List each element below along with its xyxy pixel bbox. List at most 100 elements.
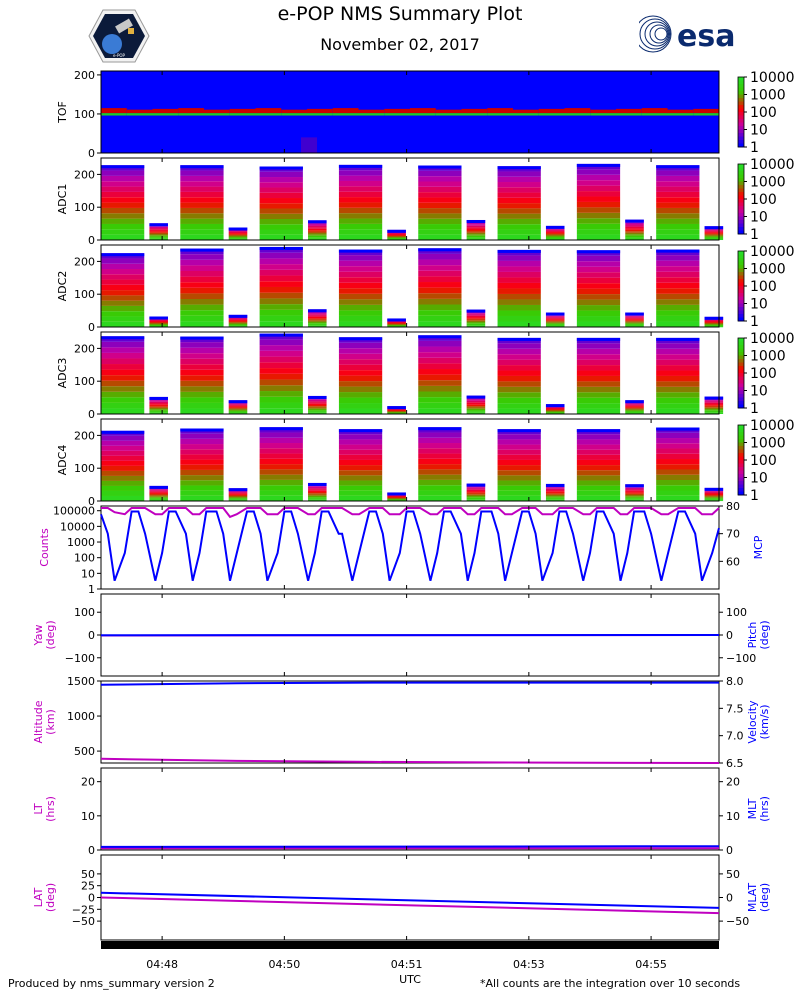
colorbar-tick-label: 1 [750,401,759,417]
adc-column-band [656,255,700,261]
adc-column-band [180,386,224,392]
colorbar-segment [738,428,744,433]
adc-column-top [466,309,486,313]
y-axis-label-left-yaw-pitch-line: Yaw [32,625,45,647]
adc-column-band [418,402,462,409]
adc-column-band [497,321,541,327]
adc-column-band [149,324,168,326]
colorbar-tick-label: 10 [750,297,768,313]
tof-band-red [564,108,591,114]
adc-column-band [149,410,168,412]
y-axis-label-left-lat-mlat: LAT (deg) [32,883,57,912]
colorbar-segment [738,453,744,457]
adc-column-band [180,197,224,203]
adc-column-band [466,320,486,323]
adc-column-band [149,235,168,237]
adc-column-band [497,397,541,404]
tof-band-red [487,108,513,114]
adc-column-band [497,234,541,240]
adc-column-band [101,175,145,182]
adc-column-band [656,464,700,470]
tof-band-green [564,113,591,116]
colorbar-segment [738,185,744,189]
adc-column-band [180,299,224,305]
adc-column-band [338,342,383,349]
adc-column-band [625,224,644,226]
adc-column-top [338,337,383,341]
colorbar-segment [738,275,744,280]
adc-column-band [545,409,565,411]
adc-column-band [625,235,644,238]
adc-column-band [576,365,621,371]
adc-column-band [704,490,724,492]
adc-column-band [259,453,303,459]
colorbar-segment [738,91,744,95]
tof-band-red [281,109,307,114]
epop-logo-text: e-POP [113,53,125,58]
adc-column-band [259,495,303,501]
adc-column-band [576,294,621,300]
adc-column-band [625,407,644,409]
adc-column-band [180,475,224,481]
adc-column-band [625,237,644,239]
series-line-velocity [100,681,719,686]
adc-column-band [338,434,383,440]
adc-column-band [338,180,383,187]
adc-column-band [576,359,621,366]
adc-column-band [418,464,462,470]
adc-column-top [338,429,383,433]
adc-column-band [418,352,462,358]
panel-frame [100,680,720,764]
colorbar-segment [738,195,744,200]
adc-column-band [149,489,168,491]
colorbar-segment [738,442,744,447]
adc-column-top [180,336,224,340]
adc-column-band [259,292,303,299]
tof-band-green [590,113,616,116]
adc-column-band [656,321,700,327]
adc-column-band [466,489,486,492]
colorbar-tick-label: 1000 [750,175,786,191]
adc-column-band [101,186,145,192]
tof-band-red [178,108,204,114]
y-tick-label-left-ADC1: 200 [74,168,95,181]
adc-column-band [656,408,700,414]
adc-column-band [228,411,248,413]
adc-column-band [576,310,621,317]
colorbar-segment [738,481,744,485]
adc-column-band [497,224,541,230]
adc-column-band [497,439,541,445]
adc-column-top [308,309,327,313]
colorbar-segment [738,115,744,120]
adc-column-band [545,497,565,499]
adc-column-band [180,485,224,491]
colorbar-segment [738,84,744,88]
colorbar-tick-label: 100 [750,192,777,208]
adc-column-band [625,492,644,494]
colorbar-segment [738,463,744,468]
adc-column-band [259,373,303,380]
adc-column-band [576,174,621,181]
adc-column-top [545,225,565,229]
adc-column-band [466,491,486,493]
adc-column-band [497,348,541,355]
esa-logo: esa [633,12,735,56]
tof-band-red [255,108,282,114]
adc-column-band [576,218,621,224]
time-bar [101,941,719,949]
adc-column-band [545,493,565,495]
adc-column-band [466,312,486,314]
adc-column-band [149,321,168,323]
series-line-mlt [100,845,720,848]
line-panel-counts-mcp [100,505,720,590]
adc-column-band [625,411,644,413]
tof-band-green [410,113,436,116]
adc-column-band [497,370,541,376]
y-axis-label-right-altitude-velocity-line: Velocity [746,700,759,744]
adc-column-band [180,282,224,288]
adc-column-top [259,333,303,337]
adc-column-band [704,412,724,414]
y-axis-label-adc3-line: ADC3 [56,358,69,389]
adc-column-top [704,226,724,230]
adc-column-band [149,399,168,401]
